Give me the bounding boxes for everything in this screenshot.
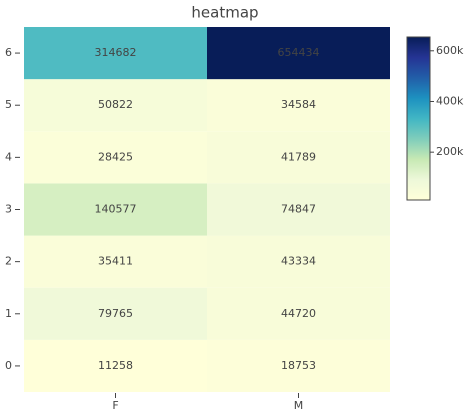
cell-label: 74847	[281, 203, 316, 216]
cell-label: 34584	[281, 98, 316, 111]
heatmap-cell	[24, 27, 207, 80]
heatmap-cell	[24, 131, 207, 184]
heatmap-cell	[207, 287, 390, 340]
cell-label: 140577	[95, 203, 137, 216]
colorbar	[406, 36, 431, 201]
colorbar-tick-label: 200k	[436, 145, 464, 158]
colorbar-tick-label: 400k	[436, 94, 464, 107]
cell-label: 28425	[98, 150, 133, 163]
heatmap-cell	[24, 287, 207, 340]
cell-label: 654434	[278, 46, 320, 59]
y-tick-label: 5	[5, 98, 12, 111]
y-tick-label: 2	[5, 255, 12, 268]
cell-label: 18753	[281, 359, 316, 372]
cell-label: 35411	[98, 255, 133, 268]
colorbar-tick-label: 600k	[436, 44, 464, 57]
heatmap-cell	[207, 183, 390, 236]
heatmap-cell	[207, 339, 390, 392]
cell-label: 11258	[98, 359, 133, 372]
cell-label: 43334	[281, 255, 316, 268]
heatmap-cell	[207, 79, 390, 132]
heatmap-cell	[207, 131, 390, 184]
heatmap-cell	[207, 27, 390, 80]
y-tick-label: 1	[5, 307, 12, 320]
cell-label: 41789	[281, 150, 316, 163]
heatmap-cell	[24, 339, 207, 392]
cell-label: 44720	[281, 307, 316, 320]
heatmap-cell	[24, 79, 207, 132]
y-tick-label: 6	[5, 46, 12, 59]
y-tick-label: 3	[5, 203, 12, 216]
heatmap-cell	[24, 235, 207, 288]
heatmap-cell	[24, 183, 207, 236]
y-tick-label: 0	[5, 359, 12, 372]
y-tick-label: 4	[5, 150, 12, 163]
heatmap-cell	[207, 235, 390, 288]
x-tick-label: F	[112, 399, 118, 412]
chart-title: heatmap	[191, 4, 258, 22]
cell-label: 314682	[95, 46, 137, 59]
x-tick-label: M	[294, 399, 304, 412]
cell-label: 79765	[98, 307, 133, 320]
cell-label: 50822	[98, 98, 133, 111]
